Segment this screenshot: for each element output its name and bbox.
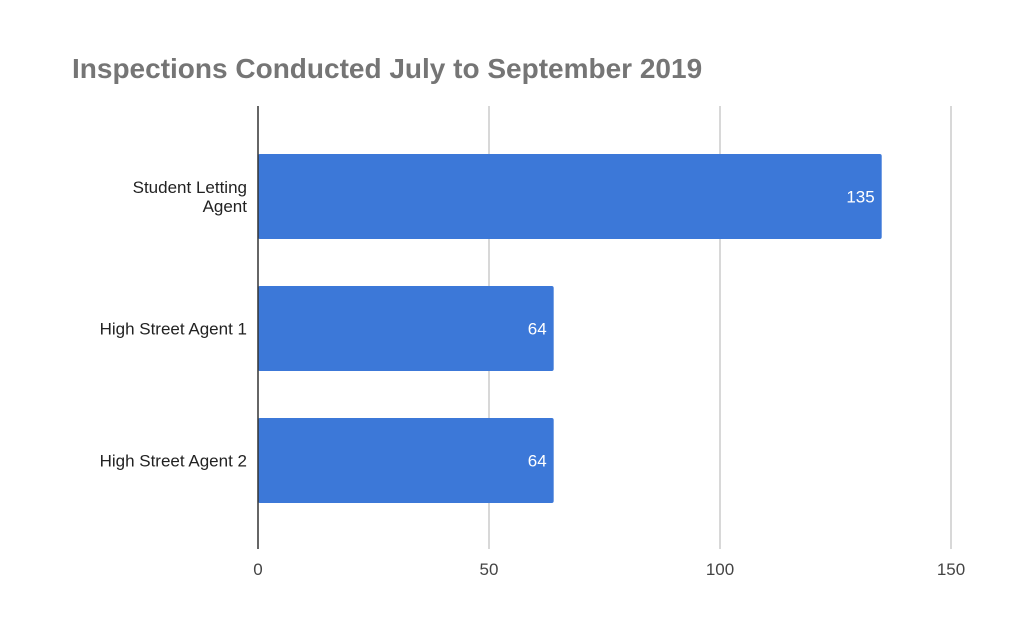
category-label: Student Letting Agent <box>133 178 248 216</box>
x-tick-label: 0 <box>253 560 262 579</box>
labels: 0 50 100 150 135 Student Letting Agent 64 High S… <box>100 178 966 579</box>
x-tick-label: 150 <box>937 560 965 579</box>
x-tick-label: 50 <box>480 560 499 579</box>
category-label: High Street Agent 2 <box>100 452 247 471</box>
bars <box>258 154 882 503</box>
category-label: High Street Agent 1 <box>100 320 247 339</box>
data-label: 64 <box>528 320 547 339</box>
bar <box>258 154 882 239</box>
x-tick-label: 100 <box>706 560 734 579</box>
bar <box>258 418 554 503</box>
chart-title: Inspections Conducted July to September … <box>72 53 703 84</box>
data-label: 64 <box>528 452 547 471</box>
bar <box>258 286 554 371</box>
data-label: 135 <box>846 188 874 207</box>
